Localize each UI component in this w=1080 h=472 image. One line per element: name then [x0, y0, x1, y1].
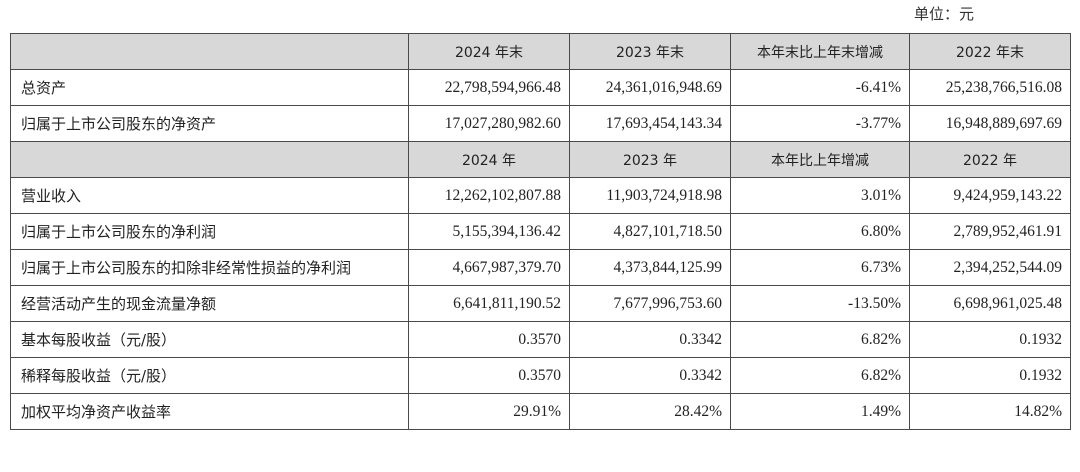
- cell-2023: 4,827,101,718.50: [569, 213, 731, 250]
- cell-2023: 28.42%: [569, 393, 731, 430]
- header-cell-2024-end: 2024 年末: [408, 33, 570, 70]
- cell-2024: 5,155,394,136.42: [408, 213, 570, 250]
- cell-change: -3.77%: [730, 105, 910, 142]
- cell-2024: 0.3570: [408, 321, 570, 358]
- header-cell-empty: [10, 141, 409, 178]
- cell-2022: 6,698,961,025.48: [909, 285, 1071, 322]
- cell-2024: 29.91%: [408, 393, 570, 430]
- cell-2023: 11,903,724,918.98: [569, 177, 731, 214]
- row-label: 加权平均净资产收益率: [10, 393, 409, 430]
- cell-2022: 16,948,889,697.69: [909, 105, 1071, 142]
- cell-2023: 17,693,454,143.34: [569, 105, 731, 142]
- row-label: 归属于上市公司股东的净利润: [10, 213, 409, 250]
- cell-2022: 14.82%: [909, 393, 1071, 430]
- cell-2024: 6,641,811,190.52: [408, 285, 570, 322]
- table-row-net-profit: 归属于上市公司股东的净利润 5,155,394,136.42 4,827,101…: [10, 213, 1071, 250]
- cell-change: 6.82%: [730, 357, 910, 394]
- table-row-operating-cash-flow: 经营活动产生的现金流量净额 6,641,811,190.52 7,677,996…: [10, 285, 1071, 322]
- table-row-weighted-roe: 加权平均净资产收益率 29.91% 28.42% 1.49% 14.82%: [10, 393, 1071, 430]
- header-cell-2023-end: 2023 年末: [569, 33, 731, 70]
- header-cell-change-end: 本年末比上年末增减: [730, 33, 910, 70]
- row-label: 归属于上市公司股东的扣除非经常性损益的净利润: [10, 249, 409, 286]
- row-label: 营业收入: [10, 177, 409, 214]
- header-cell-2023: 2023 年: [569, 141, 731, 178]
- row-label: 经营活动产生的现金流量净额: [10, 285, 409, 322]
- header-cell-empty: [10, 33, 409, 70]
- row-label: 归属于上市公司股东的净资产: [10, 105, 409, 142]
- row-label: 基本每股收益（元/股）: [10, 321, 409, 358]
- cell-2022: 0.1932: [909, 357, 1071, 394]
- unit-label: 单位：元: [913, 5, 974, 23]
- cell-change: 6.73%: [730, 249, 910, 286]
- cell-change: 3.01%: [730, 177, 910, 214]
- table-row-total-assets: 总资产 22,798,594,966.48 24,361,016,948.69 …: [10, 69, 1071, 106]
- table-row-net-assets: 归属于上市公司股东的净资产 17,027,280,982.60 17,693,4…: [10, 105, 1071, 142]
- header-row-year-end: 2024 年末 2023 年末 本年末比上年末增减 2022 年末: [10, 33, 1071, 70]
- cell-2022: 2,394,252,544.09: [909, 249, 1071, 286]
- header-cell-2022-end: 2022 年末: [909, 33, 1071, 70]
- cell-2023: 4,373,844,125.99: [569, 249, 731, 286]
- cell-2023: 7,677,996,753.60: [569, 285, 731, 322]
- cell-2024: 4,667,987,379.70: [408, 249, 570, 286]
- cell-2023: 0.3342: [569, 321, 731, 358]
- cell-2024: 12,262,102,807.88: [408, 177, 570, 214]
- header-cell-2024: 2024 年: [408, 141, 570, 178]
- cell-2024: 22,798,594,966.48: [408, 69, 570, 106]
- header-cell-2022: 2022 年: [909, 141, 1071, 178]
- cell-change: 1.49%: [730, 393, 910, 430]
- cell-change: -13.50%: [730, 285, 910, 322]
- cell-2022: 0.1932: [909, 321, 1071, 358]
- header-row-year: 2024 年 2023 年 本年比上年增减 2022 年: [10, 141, 1071, 178]
- cell-change: 6.82%: [730, 321, 910, 358]
- cell-2023: 24,361,016,948.69: [569, 69, 731, 106]
- table-row-revenue: 营业收入 12,262,102,807.88 11,903,724,918.98…: [10, 177, 1071, 214]
- cell-2022: 9,424,959,143.22: [909, 177, 1071, 214]
- cell-2024: 17,027,280,982.60: [408, 105, 570, 142]
- cell-2023: 0.3342: [569, 357, 731, 394]
- table-row-net-profit-excl-nonrecurring: 归属于上市公司股东的扣除非经常性损益的净利润 4,667,987,379.70 …: [10, 249, 1071, 286]
- financial-summary-table: 2024 年末 2023 年末 本年末比上年末增减 2022 年末 总资产 22…: [10, 33, 1071, 430]
- cell-2024: 0.3570: [408, 357, 570, 394]
- cell-2022: 2,789,952,461.91: [909, 213, 1071, 250]
- cell-change: 6.80%: [730, 213, 910, 250]
- table-row-diluted-eps: 稀释每股收益（元/股） 0.3570 0.3342 6.82% 0.1932: [10, 357, 1071, 394]
- row-label: 稀释每股收益（元/股）: [10, 357, 409, 394]
- header-cell-change: 本年比上年增减: [730, 141, 910, 178]
- row-label: 总资产: [10, 69, 409, 106]
- table-row-basic-eps: 基本每股收益（元/股） 0.3570 0.3342 6.82% 0.1932: [10, 321, 1071, 358]
- cell-change: -6.41%: [730, 69, 910, 106]
- cell-2022: 25,238,766,516.08: [909, 69, 1071, 106]
